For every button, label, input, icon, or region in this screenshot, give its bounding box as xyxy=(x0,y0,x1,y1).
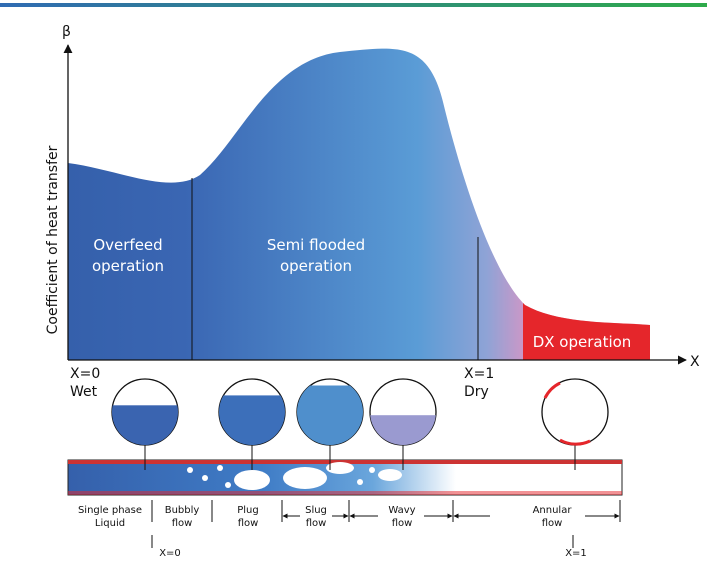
region-label: DX operation xyxy=(533,333,632,351)
region-label: Semi flooded xyxy=(267,236,365,254)
top-bar xyxy=(0,3,707,7)
regime-label: Annular xyxy=(533,505,573,516)
regime-label: Bubbly xyxy=(165,505,200,516)
regime-label: Wavy xyxy=(388,505,415,516)
regime-label: flow xyxy=(392,518,413,529)
marker-label: X=0 xyxy=(70,366,100,382)
quality-mark: X=0 xyxy=(159,548,181,559)
regime-label: flow xyxy=(542,518,563,529)
quality-mark: X=1 xyxy=(565,548,587,559)
regime-label: Single phase xyxy=(78,505,142,516)
x-symbol: X xyxy=(690,354,700,370)
curve-area xyxy=(68,40,668,360)
regime-label: Plug xyxy=(237,505,259,516)
marker-sub: Wet xyxy=(70,384,98,400)
regime-label: flow xyxy=(306,518,327,529)
y-title: Coefficient of heat transfer xyxy=(45,145,61,334)
tube xyxy=(68,460,622,495)
diagram: β X Coefficient of heat transfer Overfeed op… xyxy=(0,0,707,563)
regime-label: Slug xyxy=(305,505,327,516)
liquid xyxy=(370,415,436,445)
marker-label: X=1 xyxy=(464,366,494,382)
marker-sub: Dry xyxy=(464,384,489,400)
liquid xyxy=(112,405,178,445)
regime-label: flow xyxy=(172,518,193,529)
region-label: Overfeed xyxy=(93,236,162,254)
regime-label: Liquid xyxy=(95,518,125,529)
liquid xyxy=(219,395,285,445)
regime-label: flow xyxy=(238,518,259,529)
cross-sections xyxy=(112,379,608,470)
region-label: operation xyxy=(280,257,352,275)
y-symbol: β xyxy=(62,24,71,40)
region-label: operation xyxy=(92,257,164,275)
